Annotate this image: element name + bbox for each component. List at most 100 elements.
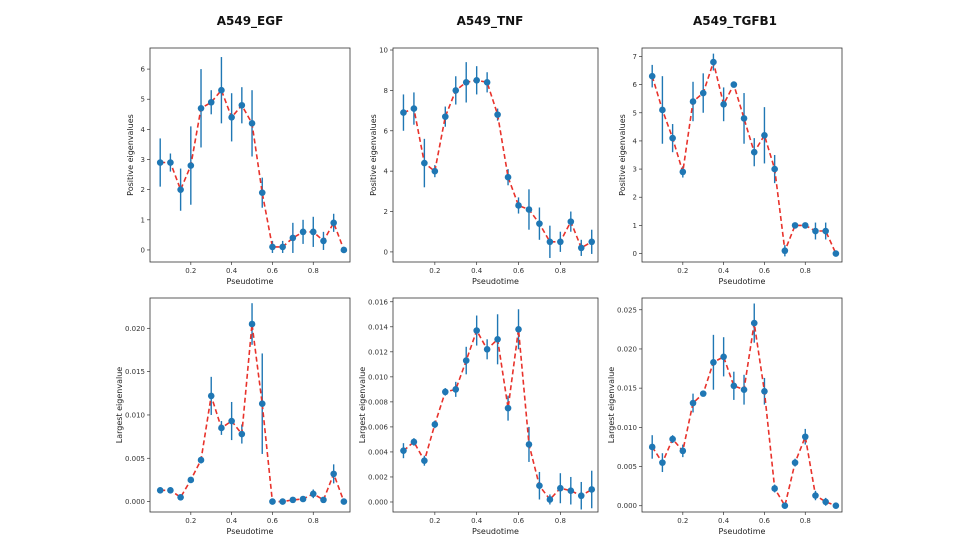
x-tick-label: 0.6 bbox=[267, 517, 279, 525]
data-point bbox=[218, 86, 225, 94]
y-tick-label: 4 bbox=[633, 137, 638, 145]
x-tick-label: 0.2 bbox=[429, 517, 440, 525]
data-point bbox=[822, 498, 829, 506]
data-point bbox=[546, 496, 554, 503]
y-axis-label: Positive eigenvalues bbox=[126, 114, 135, 196]
data-point bbox=[248, 320, 256, 328]
y-tick-label: 8 bbox=[384, 87, 388, 95]
x-axis-label: Pseudotime bbox=[227, 277, 274, 286]
data-point bbox=[167, 487, 174, 494]
data-point bbox=[441, 113, 449, 120]
data-point bbox=[740, 115, 748, 122]
data-point bbox=[483, 79, 491, 86]
panel-egf-largest: 0.2 0.4 0.6 0.8 0.000 0.005 0.010 0.015 0.020 Pse… bbox=[115, 297, 351, 536]
data-point bbox=[340, 498, 348, 505]
y-tick-label: 2 bbox=[384, 208, 388, 216]
data-point bbox=[557, 238, 564, 246]
data-point bbox=[421, 159, 428, 167]
y-tick-label: 0.005 bbox=[617, 463, 637, 471]
data-point bbox=[546, 238, 554, 246]
x-tick-label: 0.8 bbox=[308, 267, 319, 275]
data-point bbox=[720, 353, 727, 361]
data-point bbox=[515, 325, 522, 333]
data-point bbox=[832, 502, 840, 510]
y-axis-label: Positive eigenvalues bbox=[618, 114, 627, 196]
data-point bbox=[462, 357, 470, 364]
data-point bbox=[494, 335, 501, 343]
y-tick-label: 0.015 bbox=[125, 368, 145, 376]
data-point bbox=[567, 487, 575, 495]
data-point bbox=[771, 485, 778, 492]
data-point bbox=[832, 250, 840, 257]
data-point bbox=[320, 237, 327, 245]
data-point bbox=[330, 219, 337, 227]
x-tick-label: 0.4 bbox=[718, 267, 730, 275]
data-point bbox=[791, 459, 799, 466]
y-tick-label: 1 bbox=[141, 216, 145, 224]
data-point bbox=[801, 222, 809, 229]
data-point bbox=[289, 234, 297, 242]
data-point bbox=[187, 476, 195, 484]
data-point bbox=[577, 244, 585, 252]
data-point bbox=[473, 77, 480, 84]
data-point bbox=[299, 495, 307, 503]
x-tick-label: 0.2 bbox=[185, 267, 196, 275]
data-point bbox=[441, 388, 449, 396]
data-point bbox=[289, 496, 297, 504]
x-tick-label: 0.2 bbox=[677, 267, 688, 275]
data-point bbox=[761, 387, 768, 395]
y-tick-label: 0.006 bbox=[368, 423, 389, 431]
x-axis-label: Pseudotime bbox=[227, 527, 274, 536]
x-tick-label: 0.4 bbox=[471, 267, 483, 275]
x-tick-label: 0.2 bbox=[677, 517, 688, 525]
data-point bbox=[410, 105, 418, 112]
x-tick-label: 0.4 bbox=[226, 517, 238, 525]
y-tick-label: 7 bbox=[633, 53, 637, 61]
data-point bbox=[781, 502, 789, 510]
data-point bbox=[207, 392, 215, 400]
data-point bbox=[207, 98, 215, 106]
data-point bbox=[515, 202, 522, 209]
series-line bbox=[403, 79, 593, 250]
data-point bbox=[238, 430, 246, 438]
panel-egf-positive: 0.2 0.4 0.6 0.8 0 1 2 3 4 5 6 Pseudotime Positive ei… bbox=[126, 47, 351, 286]
data-point bbox=[248, 120, 256, 127]
x-tick-label: 0.6 bbox=[759, 517, 771, 525]
data-point bbox=[679, 447, 687, 455]
data-point bbox=[483, 346, 491, 353]
data-point bbox=[730, 81, 738, 88]
data-point bbox=[557, 484, 564, 492]
x-tick-label: 0.4 bbox=[226, 267, 238, 275]
data-point bbox=[710, 358, 717, 366]
data-point bbox=[504, 173, 512, 181]
x-tick-label: 0.8 bbox=[555, 267, 566, 275]
data-point bbox=[167, 159, 174, 166]
plot-frame bbox=[392, 47, 599, 263]
data-point bbox=[309, 490, 317, 498]
data-point bbox=[750, 319, 758, 327]
x-axis-label: Pseudotime bbox=[472, 527, 519, 536]
data-point bbox=[689, 399, 697, 407]
y-tick-label: 6 bbox=[384, 127, 389, 135]
data-point bbox=[400, 447, 407, 454]
x-axis-label: Pseudotime bbox=[719, 527, 766, 536]
y-tick-label: 2 bbox=[141, 186, 145, 194]
y-tick-label: 0.010 bbox=[617, 424, 637, 432]
plot-frame bbox=[149, 297, 351, 513]
data-point bbox=[431, 167, 439, 175]
y-tick-label: 0.014 bbox=[368, 323, 389, 331]
plot-frame bbox=[392, 297, 599, 513]
y-axis-label: Positive eigenvalues bbox=[369, 114, 378, 196]
x-tick-label: 0.6 bbox=[759, 267, 771, 275]
data-point bbox=[648, 443, 656, 451]
series-line bbox=[651, 322, 837, 508]
data-point bbox=[669, 435, 676, 443]
y-tick-label: 10 bbox=[379, 47, 388, 55]
x-axis-label: Pseudotime bbox=[719, 277, 766, 286]
data-point bbox=[279, 498, 286, 505]
data-point bbox=[699, 390, 707, 397]
data-point bbox=[588, 486, 596, 493]
y-tick-label: 3 bbox=[141, 156, 145, 164]
data-point bbox=[791, 222, 799, 229]
